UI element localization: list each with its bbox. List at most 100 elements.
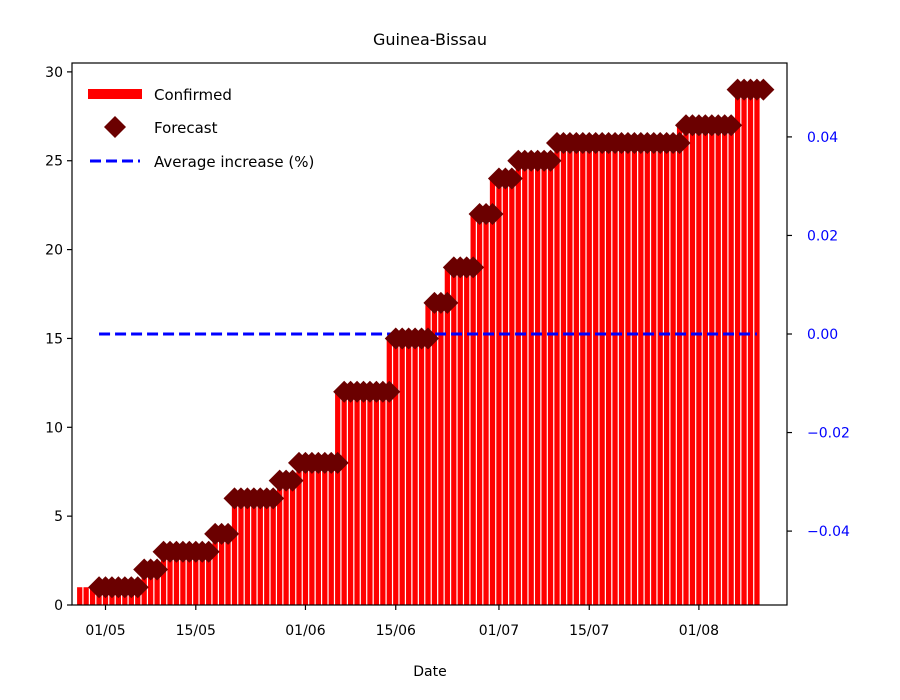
confirmed-bar [702,125,708,605]
confirmed-bar [386,338,392,605]
confirmed-bar [425,302,431,605]
x-axis-label: Date [413,664,446,680]
confirmed-bar [464,267,470,605]
forecast-marker [262,487,285,510]
y2-tick-label: 0.02 [807,228,838,244]
confirmed-bar [489,178,496,605]
confirmed-bar [631,142,638,605]
confirmed-bar [754,89,760,605]
confirmed-bar [199,551,205,605]
confirmed-bar [302,462,309,605]
confirmed-bar [528,160,534,606]
confirmed-bar [431,302,438,605]
x-tick-label: 01/07 [479,623,519,639]
confirmed-bar [380,391,386,605]
confirmed-bar [173,551,180,605]
confirmed-bar [502,178,509,605]
y-tick-label: 15 [45,331,63,347]
confirmed-bar [715,125,721,605]
confirmed-bar [206,551,212,605]
x-tick-label: 15/07 [569,623,609,639]
y2-tick-label: 0.04 [807,130,838,146]
forecast-marker [481,203,504,226]
confirmed-bar [689,125,696,605]
confirmed-bar [225,533,231,605]
confirmed-bar [657,142,663,605]
confirmed-bar [586,142,592,605]
confirmed-bar [354,391,360,605]
confirmed-bar [438,302,444,605]
x-tick-label: 15/05 [176,623,216,639]
legend-label: Forecast [154,119,218,137]
confirmed-bar [696,125,702,605]
confirmed-bar [77,587,83,605]
confirmed-bar [148,569,154,605]
confirmed-bar [270,498,276,605]
confirmed-bar [709,125,715,605]
confirmed-bar [193,551,199,605]
confirmed-bar [309,462,315,605]
y-tick-label: 20 [45,243,63,259]
confirmed-bar [722,125,728,605]
confirmed-bar [373,391,380,605]
confirmed-bar [541,160,547,606]
confirmed-bar [535,160,541,606]
forecast-marker [378,380,401,403]
x-tick-label: 01/08 [679,623,719,639]
confirmed-bar [289,480,296,605]
confirmed-bar [360,391,367,605]
confirmed-bar [251,498,257,605]
forecast-marker [146,558,169,581]
y2-tick-label: 0.00 [807,327,838,343]
y-tick-label: 10 [45,420,63,436]
legend-label: Confirmed [154,86,232,104]
confirmed-bar [257,498,263,605]
forecast-marker [668,131,691,154]
confirmed-bar [335,391,341,605]
confirmed-bar [599,142,605,605]
confirmed-bars [77,89,760,606]
x-tick-label: 15/06 [376,623,416,639]
confirmed-bar [476,214,483,606]
confirmed-bar [470,214,476,606]
x-tick-label: 01/05 [85,623,125,639]
confirmed-bar [283,480,289,605]
confirmed-bar [418,338,425,605]
confirmed-bar [167,551,173,605]
forecast-markers [88,78,775,599]
confirmed-bar [573,142,579,605]
confirmed-bar [593,142,599,605]
confirmed-bar [154,569,160,605]
confirmed-bar [180,551,186,605]
confirmed-bar [406,338,412,605]
confirmed-bar [83,587,89,605]
forecast-marker [197,540,220,563]
confirmed-bar [89,587,96,605]
confirmed-bar [238,498,244,605]
forecast-marker [326,451,349,474]
confirmed-bar [741,89,747,605]
confirmed-bar [612,142,618,605]
y2-tick-label: −0.02 [807,426,850,442]
chart-title: Guinea-Bissau [373,30,487,49]
confirmed-bar [399,338,405,605]
axes: 0 5 10 15 20 25 30 0.04 0.02 0.00 −0.02 −0.04 01/05 1… [45,62,850,639]
confirmed-bar [212,533,218,605]
confirmed-bar [347,391,354,605]
forecast-marker [281,469,304,492]
confirmed-bar [638,142,644,605]
confirmed-bar [322,462,328,605]
confirmed-bar [457,267,463,605]
confirmed-bar [341,391,347,605]
legend-swatch-forecast [104,116,126,138]
confirmed-bar [515,160,521,606]
confirmed-bar [560,142,567,605]
y-tick-label: 0 [54,598,63,614]
forecast-marker [417,327,439,350]
confirmed-bar [160,551,167,605]
confirmed-bar [367,391,373,605]
confirmed-bar [496,178,502,605]
confirmed-bar [580,142,586,605]
confirmed-bar [605,142,612,605]
